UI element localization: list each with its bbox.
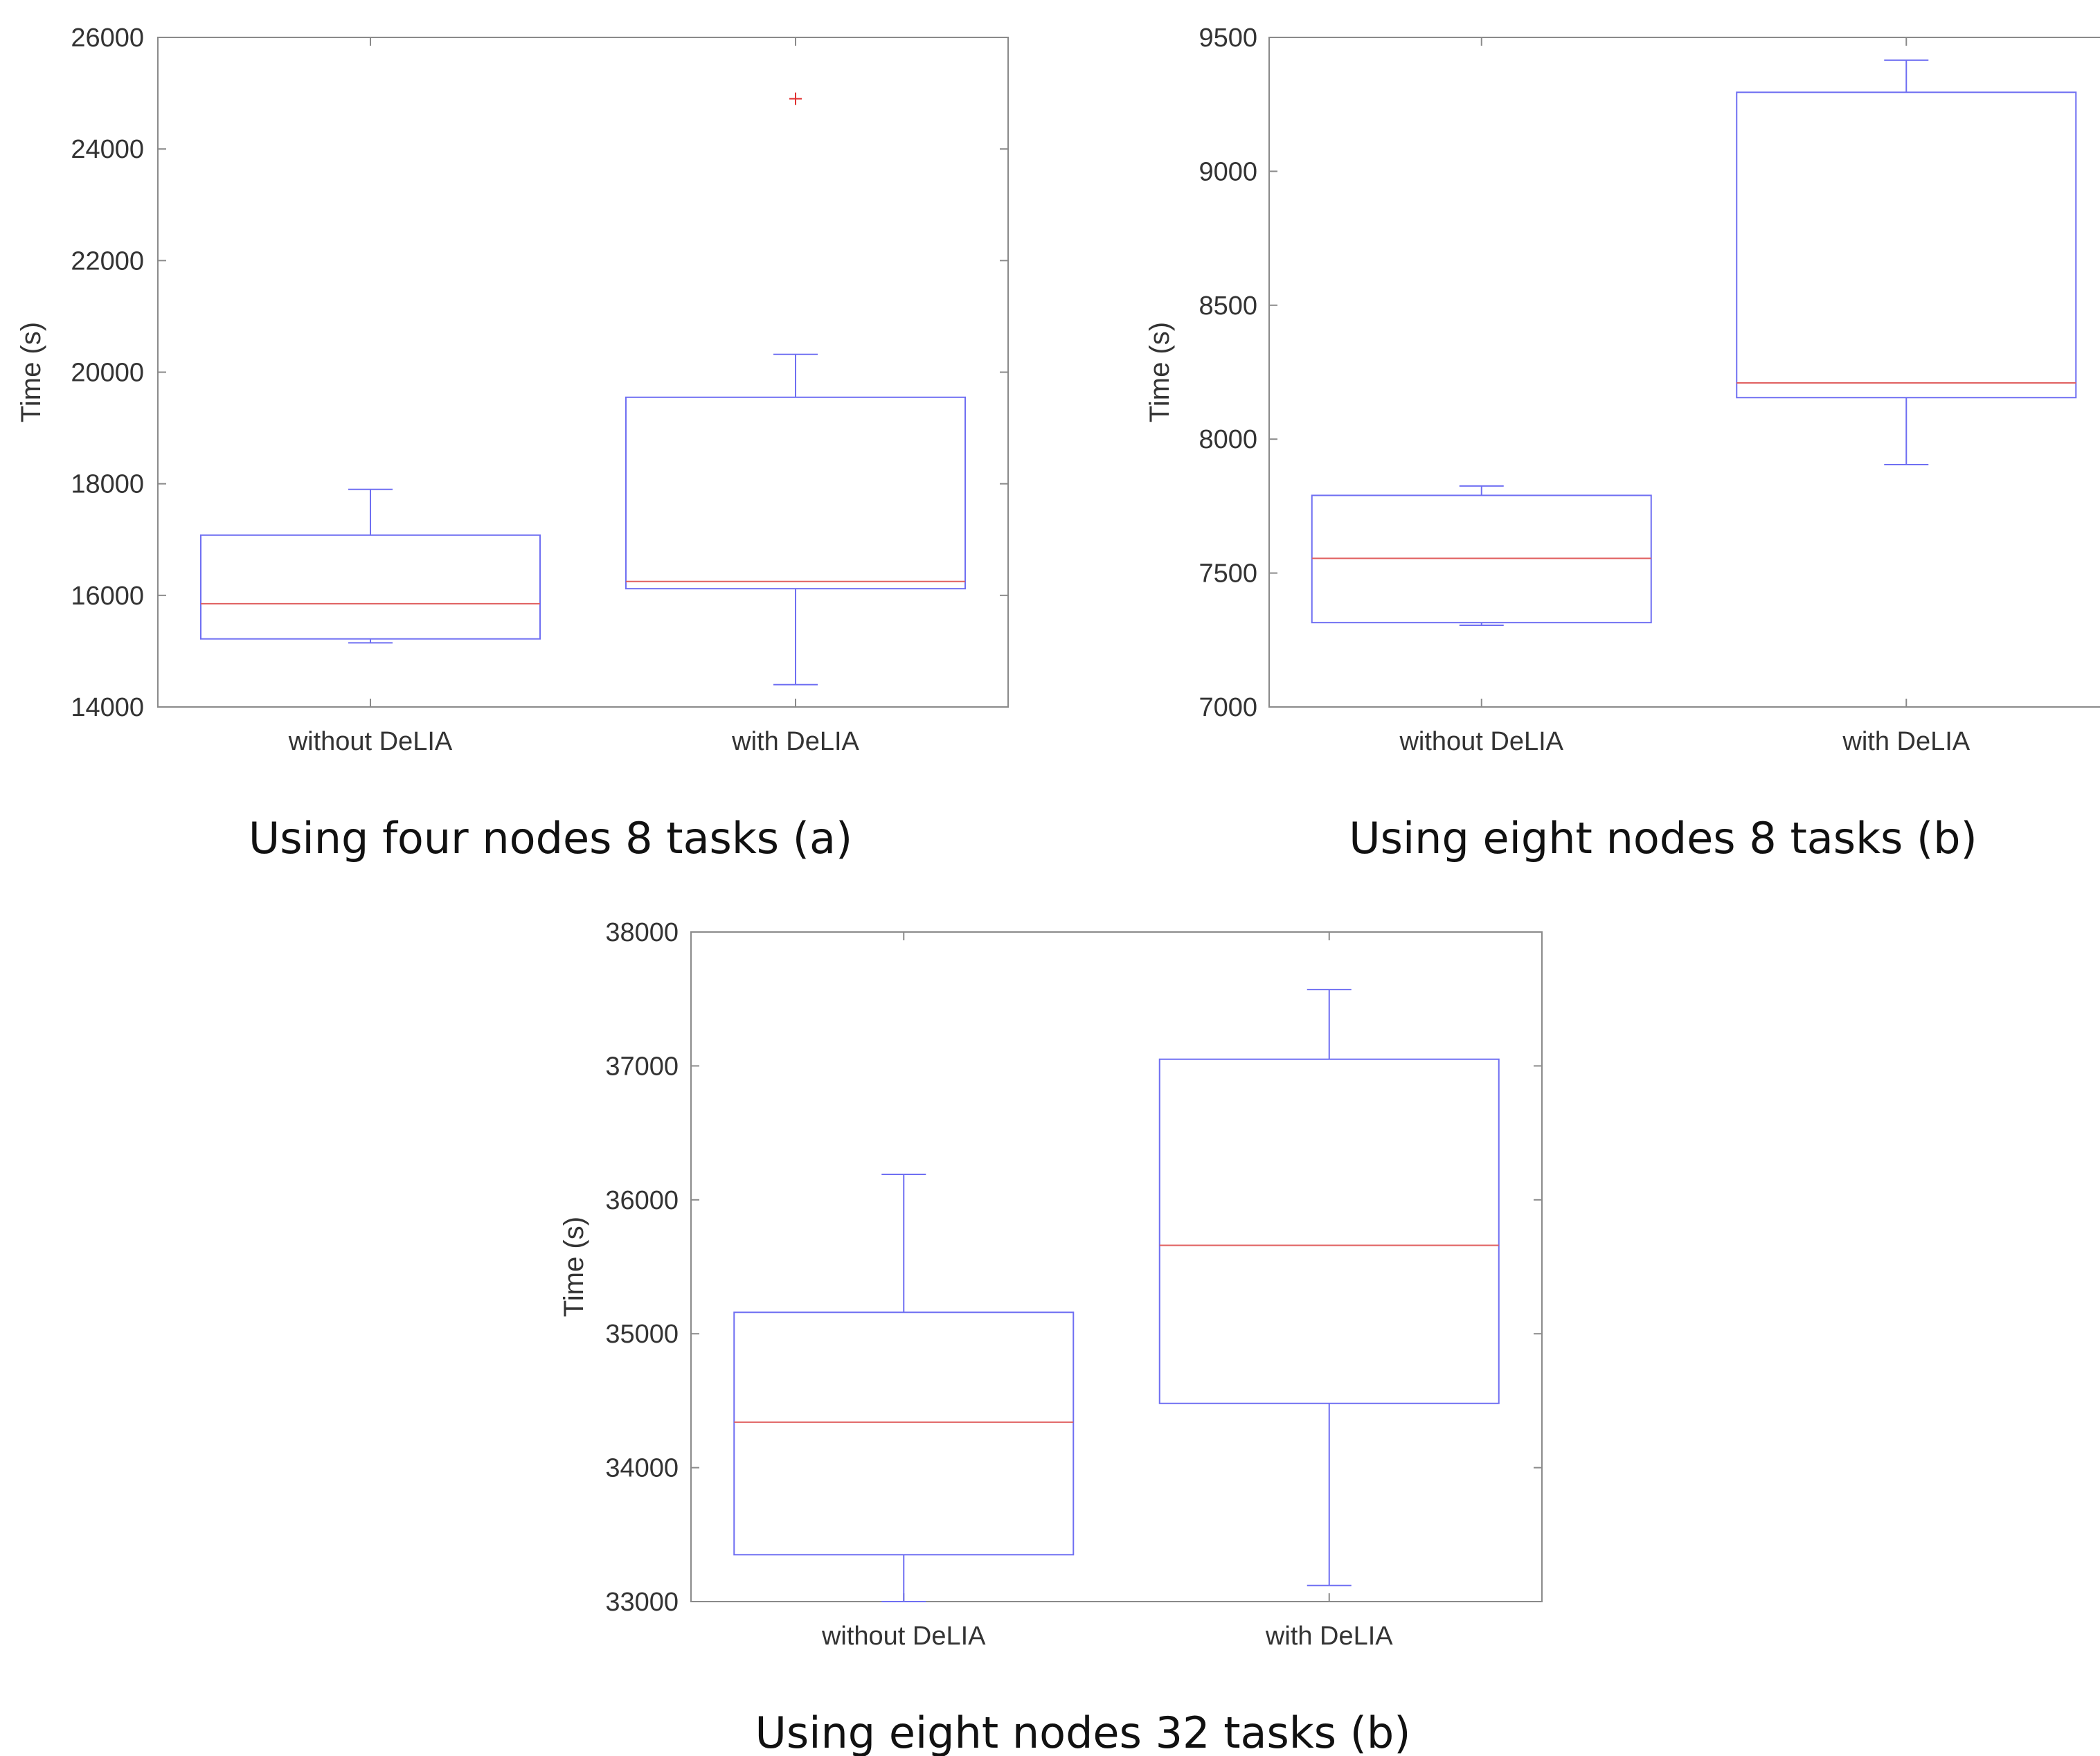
y-tick-label: 33000 [605,1588,679,1617]
y-tick-label: 36000 [605,1186,679,1215]
x-category-label: with DeLIA [1842,727,1970,756]
box-2 [625,92,966,686]
box-body [1158,1058,1500,1404]
y-tick-label: 7000 [1199,693,1257,722]
y-tick-label: 22000 [71,247,144,276]
y-axis-label: Time (s) [559,1217,589,1317]
outlier-point [789,92,802,105]
y-axis-label: Time (s) [16,322,46,422]
y-tick-label: 37000 [605,1052,679,1081]
chart-caption: Using eight nodes 32 tasks (b) [755,1708,1411,1756]
y-tick-label: 34000 [605,1454,679,1483]
plot-frame [690,931,1543,1602]
y-tick-label: 9000 [1199,157,1257,186]
chart-caption: Using four nodes 8 tasks (a) [249,813,852,863]
x-category-label: without DeLIA [821,1622,986,1651]
box-body [625,396,966,590]
y-tick-label: 14000 [71,693,144,722]
x-category-label: with DeLIA [731,727,859,756]
x-category-label: with DeLIA [1265,1622,1393,1651]
x-category-label: without DeLIA [288,727,453,756]
box-1 [1311,485,1652,627]
box-2 [1158,989,1500,1586]
boxplot-panel-3: 33000 34000 35000 36000 37000 38000 Time (s) wi… [559,918,1543,1756]
box-2 [1736,59,2077,465]
chart-caption: Using eight nodes 8 tasks (b) [1349,813,1977,863]
box-body [1736,91,2077,399]
y-tick-label: 9500 [1199,24,1257,53]
y-tick-label: 8500 [1199,292,1257,321]
box-body [200,534,541,640]
y-tick-label: 7500 [1199,559,1257,589]
x-category-label: without DeLIA [1399,727,1563,756]
boxplot-panel-2: 7000 7500 8000 8500 9000 9500 Time (s) without … [1145,24,2100,863]
plot-frame [157,37,1009,708]
y-tick-label: 16000 [71,582,144,611]
plot-frame [1268,37,2100,708]
y-tick-label: 38000 [605,918,679,947]
y-tick-label: 18000 [71,470,144,499]
y-tick-label: 8000 [1199,425,1257,454]
y-tick-label: 26000 [71,24,144,53]
y-tick-label: 20000 [71,359,144,388]
y-axis-label: Time (s) [1145,322,1175,422]
box-1 [200,488,541,644]
y-tick-label: 35000 [605,1320,679,1349]
box-1 [733,1174,1075,1602]
y-tick-label: 24000 [71,135,144,164]
box-body [733,1311,1075,1556]
boxplot-panel-1: 14000 16000 18000 20000 22000 24000 26000 Time … [16,24,1009,863]
